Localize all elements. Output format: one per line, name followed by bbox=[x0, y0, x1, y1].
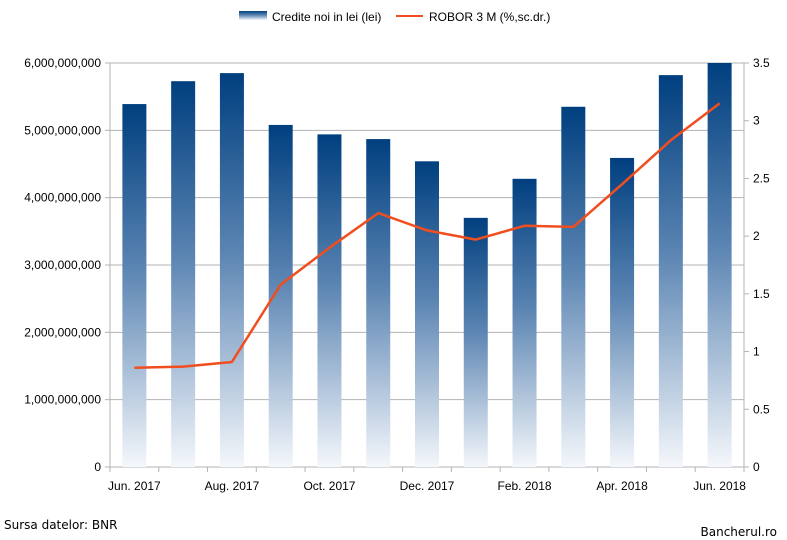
legend: Credite noi in lei (lei) ROBOR 3 M (%,sc… bbox=[239, 10, 550, 24]
bar bbox=[512, 178, 537, 467]
bar bbox=[317, 134, 342, 467]
bar bbox=[366, 139, 391, 467]
source-note: Sursa datelor: BNR bbox=[4, 518, 118, 532]
bar bbox=[610, 157, 635, 467]
x-tick-label: Apr. 2018 bbox=[596, 479, 648, 493]
y-right-tick-label: 3 bbox=[753, 114, 760, 128]
right-axis-tick-labels: 0 0.5 1 1.5 2 2.5 3 3.5 bbox=[753, 56, 770, 474]
line-series bbox=[134, 102, 721, 369]
bar bbox=[561, 106, 586, 468]
y-left-tick-label: 1,000,000,000 bbox=[24, 393, 101, 407]
y-left-tick-label: 4,000,000,000 bbox=[24, 191, 101, 205]
bar-series bbox=[122, 63, 732, 468]
x-tick-label: Jun. 2017 bbox=[108, 479, 161, 493]
legend-label-credite: Credite noi in lei (lei) bbox=[272, 10, 381, 24]
y-right-tick-label: 3.5 bbox=[753, 56, 770, 70]
y-left-tick-label: 6,000,000,000 bbox=[24, 56, 101, 70]
y-right-tick-label: 0.5 bbox=[753, 402, 770, 416]
x-tick-label: Jun. 2018 bbox=[693, 479, 746, 493]
y-left-tick-label: 5,000,000,000 bbox=[24, 123, 101, 137]
x-tick-label: Feb. 2018 bbox=[498, 479, 552, 493]
y-left-tick-label: 2,000,000,000 bbox=[24, 325, 101, 339]
bar bbox=[171, 81, 196, 468]
bar bbox=[463, 217, 488, 467]
robor-line bbox=[134, 102, 721, 369]
bar bbox=[219, 73, 244, 467]
y-right-tick-label: 0 bbox=[753, 460, 760, 474]
legend-swatch-bars bbox=[239, 11, 267, 20]
y-right-tick-label: 2 bbox=[753, 229, 760, 243]
legend-label-robor: ROBOR 3 M (%,sc.dr.) bbox=[429, 10, 550, 24]
x-axis-tick-labels: Jun. 2017 Aug. 2017 Oct. 2017 Dec. 2017 Feb.… bbox=[108, 479, 746, 493]
brand-label: Bancherul.ro bbox=[700, 525, 777, 539]
x-tick-label: Dec. 2017 bbox=[400, 479, 455, 493]
y-right-tick-label: 2.5 bbox=[753, 171, 770, 185]
x-tick-label: Aug. 2017 bbox=[205, 479, 260, 493]
x-tick-label: Oct. 2017 bbox=[303, 479, 355, 493]
y-left-tick-label: 0 bbox=[94, 460, 101, 474]
left-axis-tick-labels: 0 1,000,000,000 2,000,000,000 3,000,000,000… bbox=[24, 56, 101, 474]
axes bbox=[105, 62, 749, 472]
y-left-tick-label: 3,000,000,000 bbox=[24, 258, 101, 272]
y-right-tick-label: 1 bbox=[753, 345, 760, 359]
bar bbox=[707, 63, 732, 467]
bar bbox=[415, 161, 439, 467]
y-right-tick-label: 1.5 bbox=[753, 287, 770, 301]
bar bbox=[122, 104, 147, 467]
